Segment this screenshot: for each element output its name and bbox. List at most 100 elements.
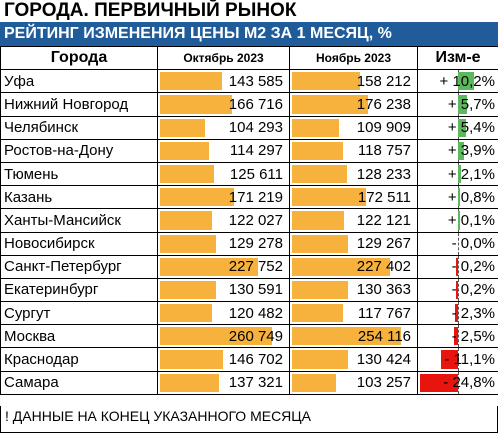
price-value: 103 257 bbox=[356, 374, 411, 392]
price-bar bbox=[292, 234, 348, 253]
zero-axis-line bbox=[458, 302, 459, 324]
change-cell: - 0,2% bbox=[417, 277, 498, 303]
price-bar bbox=[160, 118, 205, 137]
change-cell: + 10,2% bbox=[417, 69, 498, 94]
price-bar bbox=[160, 350, 223, 369]
price-bar bbox=[292, 257, 390, 276]
november-price-cell: 158 212 bbox=[289, 69, 418, 94]
price-bar bbox=[160, 304, 212, 323]
price-bar bbox=[292, 350, 348, 369]
city-name-cell: Санкт-Петербург bbox=[0, 254, 158, 279]
price-value: 158 212 bbox=[356, 72, 411, 90]
price-bar bbox=[160, 95, 232, 114]
price-bar bbox=[160, 211, 212, 230]
price-value: 227 752 bbox=[228, 258, 283, 276]
price-bar bbox=[160, 373, 219, 392]
price-value: 118 757 bbox=[357, 142, 411, 160]
november-price-cell: 130 424 bbox=[289, 347, 418, 372]
price-value: 176 238 bbox=[356, 95, 411, 113]
city-name-cell: Сургут bbox=[0, 301, 158, 326]
change-value: + 10,2% bbox=[439, 72, 495, 90]
november-price-cell: 128 233 bbox=[289, 161, 418, 187]
price-bar bbox=[160, 234, 216, 253]
zero-axis-line bbox=[458, 256, 459, 278]
change-value: + 3,9% bbox=[447, 142, 495, 160]
price-value: 130 424 bbox=[356, 351, 411, 369]
november-price-cell: 117 767 bbox=[289, 301, 418, 326]
change-value: - 2,5% bbox=[451, 327, 495, 345]
october-price-cell: 130 591 bbox=[157, 277, 290, 303]
price-bar bbox=[160, 327, 272, 346]
price-bar bbox=[292, 95, 368, 114]
price-value: 129 278 bbox=[228, 235, 283, 253]
city-name-cell: Тюмень bbox=[0, 161, 158, 187]
price-bar bbox=[292, 304, 343, 323]
zero-axis-line bbox=[458, 348, 459, 371]
october-price-cell: 129 278 bbox=[157, 231, 290, 256]
negative-change-bar bbox=[441, 350, 458, 369]
city-name-cell: Казань bbox=[0, 185, 158, 210]
price-bar bbox=[292, 188, 366, 207]
table-row: Самара 137 321 103 257 - 24,8% bbox=[0, 370, 498, 395]
price-value: 146 702 bbox=[228, 351, 283, 369]
table-row: Краснодар 146 702 130 424 - 11,1% bbox=[0, 347, 498, 372]
change-cell: + 3,9% bbox=[417, 138, 498, 163]
price-value: 166 716 bbox=[228, 95, 283, 113]
price-rating-table: Города Октябрь 2023 Ноябрь 2023 Изм-е Уф… bbox=[0, 45, 498, 395]
table-row: Челябинск 104 293 109 909 + 5,4% bbox=[0, 115, 498, 140]
october-price-cell: 146 702 bbox=[157, 347, 290, 372]
price-bar bbox=[292, 327, 401, 346]
price-value: 125 611 bbox=[229, 165, 283, 183]
change-value: + 0,1% bbox=[447, 211, 495, 229]
page-title: ГОРОДА. ПЕРВИЧНЫЙ РЫНОК bbox=[4, 0, 297, 21]
november-price-cell: 109 909 bbox=[289, 115, 418, 140]
price-value: 128 233 bbox=[356, 165, 411, 183]
change-cell: - 2,3% bbox=[417, 301, 498, 326]
table-subtitle: РЕЙТИНГ ИЗМЕНЕНИЯ ЦЕНЫ М2 ЗА 1 МЕСЯЦ, % bbox=[0, 22, 498, 46]
table-row: Казань 171 219 172 511 + 0,8% bbox=[0, 185, 498, 210]
change-cell: + 0,1% bbox=[417, 208, 498, 233]
header-change: Изм-е bbox=[417, 45, 498, 71]
table-body: Уфа 143 585 158 212 + 10,2% Нижний Новгород 1… bbox=[0, 69, 498, 395]
change-value: - 2,3% bbox=[451, 304, 495, 322]
table-row: Ханты-Мансийск 122 027 122 121 + 0,1% bbox=[0, 208, 498, 233]
october-price-cell: 143 585 bbox=[157, 69, 290, 94]
october-price-cell: 120 482 bbox=[157, 301, 290, 326]
city-name-cell: Краснодар bbox=[0, 347, 158, 372]
negative-change-bar bbox=[456, 280, 458, 300]
price-bar bbox=[292, 141, 343, 160]
october-price-cell: 227 752 bbox=[157, 254, 290, 279]
table-row: Екатеринбург 130 591 130 363 - 0,2% bbox=[0, 277, 498, 303]
city-name-cell: Уфа bbox=[0, 69, 158, 94]
header-city: Города bbox=[0, 45, 158, 71]
change-value: + 5,4% bbox=[447, 119, 495, 137]
change-value: - 0,2% bbox=[451, 258, 495, 276]
zero-axis-line bbox=[458, 233, 459, 255]
october-price-cell: 137 321 bbox=[157, 370, 290, 395]
footnote: ! ДАННЫЕ НА КОНЕЦ УКАЗАННОГО МЕСЯЦА bbox=[0, 406, 498, 433]
price-value: 137 321 bbox=[228, 374, 283, 392]
price-bar bbox=[160, 72, 222, 91]
october-price-cell: 260 749 bbox=[157, 324, 290, 349]
november-price-cell: 118 757 bbox=[289, 138, 418, 163]
price-value: 254 116 bbox=[357, 327, 411, 345]
price-bar bbox=[160, 280, 216, 300]
price-value: 171 219 bbox=[228, 188, 283, 206]
price-value: 122 027 bbox=[228, 211, 283, 229]
november-price-cell: 172 511 bbox=[289, 185, 418, 210]
change-cell: - 11,1% bbox=[417, 347, 498, 372]
positive-change-bar bbox=[458, 72, 474, 91]
change-cell: - 24,8% bbox=[417, 370, 498, 395]
positive-change-bar bbox=[458, 211, 460, 230]
negative-change-bar bbox=[454, 327, 458, 346]
price-value: 130 363 bbox=[356, 281, 411, 299]
change-cell: + 5,7% bbox=[417, 92, 498, 117]
city-name-cell: Нижний Новгород bbox=[0, 92, 158, 117]
zero-axis-line bbox=[458, 372, 459, 394]
price-value: 122 121 bbox=[356, 211, 411, 229]
header-november: Ноябрь 2023 bbox=[289, 45, 418, 71]
november-price-cell: 103 257 bbox=[289, 370, 418, 395]
november-price-cell: 130 363 bbox=[289, 277, 418, 303]
price-value: 130 591 bbox=[228, 281, 283, 299]
